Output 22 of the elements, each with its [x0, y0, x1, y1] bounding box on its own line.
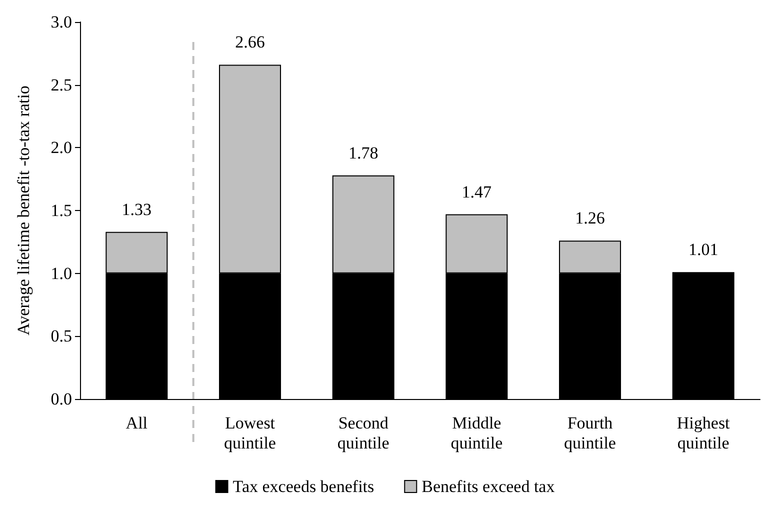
- total-label: 1.78: [348, 143, 378, 162]
- x-tick-label: Lowest quintile: [224, 414, 276, 452]
- y-axis-title: Average lifetime benefit -to-tax ratio: [14, 86, 33, 336]
- legend-label: Tax exceeds benefits: [232, 477, 374, 496]
- x-tick-label: Middle quintile: [450, 414, 503, 452]
- legend-label: Benefits exceed tax: [422, 477, 556, 496]
- total-label: 2.66: [235, 32, 265, 52]
- y-tick-label: 2.5: [50, 75, 72, 94]
- x-tick-label: Highest quintile: [676, 414, 730, 452]
- total-label: 1.47: [462, 182, 492, 202]
- y-tick-label: 0.0: [50, 390, 72, 408]
- x-tick-label: Second quintile: [337, 414, 390, 452]
- y-tick-label: 3.0: [50, 12, 72, 32]
- y-tick-label: 1.0: [50, 264, 72, 283]
- total-label: 1.26: [575, 208, 605, 228]
- x-tick-label: Fourth quintile: [564, 414, 616, 452]
- x-tick-label: All: [126, 414, 148, 432]
- total-label: 1.01: [688, 240, 718, 260]
- y-tick-label: 2.0: [50, 138, 72, 158]
- y-tick-label: 1.5: [50, 201, 72, 220]
- y-tick-label: 0.5: [50, 326, 72, 346]
- total-label: 1.33: [122, 200, 152, 219]
